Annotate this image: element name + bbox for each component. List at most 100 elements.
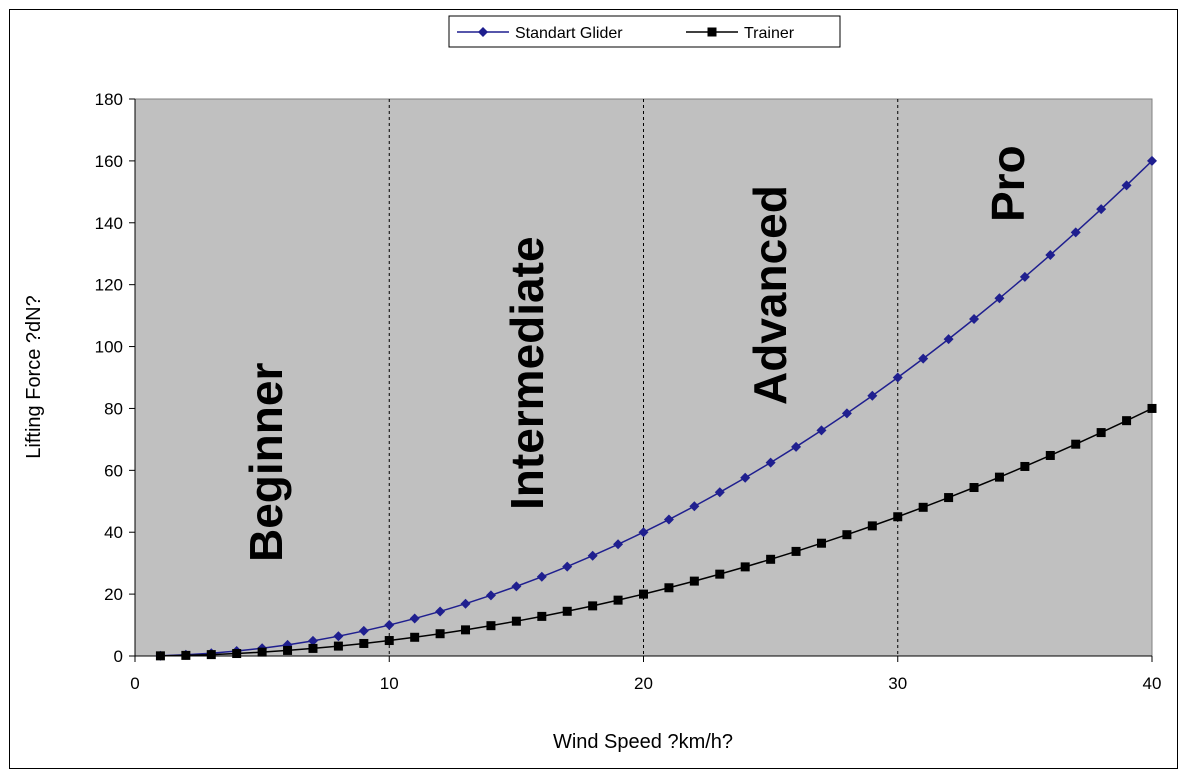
y-tick-label: 180 — [95, 90, 123, 109]
data-point — [816, 538, 826, 548]
data-point — [511, 616, 521, 626]
data-point — [410, 632, 420, 642]
data-point — [918, 353, 929, 364]
data-point — [308, 643, 318, 653]
data-point — [435, 629, 445, 639]
data-point — [689, 576, 699, 586]
data-point — [1045, 249, 1056, 260]
data-point — [791, 546, 801, 556]
data-point — [1071, 439, 1081, 449]
legend-marker — [707, 27, 717, 37]
data-point — [359, 638, 369, 648]
data-point — [689, 501, 700, 512]
data-point — [1019, 271, 1030, 282]
data-point — [841, 408, 852, 419]
y-axis-title: Lifting Force ?dN? — [23, 295, 45, 458]
y-tick-label: 120 — [95, 276, 123, 295]
data-point — [918, 502, 928, 512]
legend-box — [448, 15, 841, 48]
data-point — [1147, 155, 1157, 166]
data-point — [384, 620, 395, 631]
data-point — [486, 621, 496, 631]
y-tick-label: 20 — [104, 585, 123, 604]
data-point — [181, 650, 191, 660]
data-point — [664, 583, 674, 593]
y-tick-label: 60 — [104, 461, 123, 480]
data-point — [562, 561, 573, 572]
data-point — [994, 472, 1004, 482]
x-ticks: 0 10 20 30 40 — [130, 656, 1161, 693]
data-point — [384, 636, 394, 646]
data-point — [155, 651, 165, 661]
series-layer — [155, 155, 1157, 661]
series-line — [160, 160, 1153, 657]
data-point — [1045, 450, 1055, 460]
data-point — [867, 521, 877, 531]
data-point — [562, 606, 572, 616]
zone-label-intermediate: Intermediate — [501, 236, 553, 510]
data-point — [307, 635, 318, 646]
x-tick-label: 20 — [634, 674, 653, 693]
y-tick-label: 80 — [104, 399, 123, 418]
data-point — [1096, 204, 1107, 215]
data-point — [893, 512, 903, 522]
series-line — [160, 407, 1153, 657]
data-point — [485, 590, 496, 601]
y-ticks: 0 20 40 60 80 100 120 140 160 180 — [95, 90, 135, 666]
data-point — [460, 598, 471, 609]
series-trainer — [155, 403, 1157, 661]
zone-label-beginner: Beginner — [240, 363, 292, 562]
data-point — [1121, 180, 1132, 191]
x-tick-label: 10 — [380, 674, 399, 693]
y-tick-label: 0 — [114, 647, 123, 666]
data-point — [638, 527, 649, 538]
data-point — [588, 601, 598, 611]
data-point — [791, 441, 802, 452]
data-point — [765, 457, 776, 468]
data-point — [943, 334, 954, 345]
zone-label-advanced: Advanced — [744, 185, 796, 405]
data-point — [1020, 461, 1030, 471]
data-point — [715, 569, 725, 579]
legend: Standart Glider Trainer — [448, 15, 841, 48]
data-point — [892, 372, 903, 383]
data-point — [358, 625, 369, 636]
data-point — [969, 314, 980, 325]
data-point — [283, 645, 293, 655]
data-point — [613, 539, 624, 550]
y-tick-label: 140 — [95, 214, 123, 233]
data-point — [587, 550, 598, 561]
data-point — [435, 606, 446, 617]
zone-label-pro: Pro — [982, 145, 1034, 222]
legend-entry-standart-glider: Standart Glider — [457, 25, 623, 42]
data-point — [257, 647, 267, 657]
y-tick-label: 100 — [95, 338, 123, 357]
zone-labels: Beginner Intermediate Advanced Pro — [240, 145, 1034, 562]
data-point — [944, 493, 954, 503]
data-point — [740, 562, 750, 572]
y-tick-label: 160 — [95, 152, 123, 171]
data-point — [867, 390, 878, 401]
data-point — [461, 625, 471, 635]
data-point — [613, 595, 623, 605]
data-point — [333, 631, 344, 642]
data-point — [816, 425, 827, 436]
legend-entry-trainer: Trainer — [686, 25, 795, 42]
legend-label: Standart Glider — [515, 25, 623, 42]
data-point — [663, 514, 674, 525]
x-tick-label: 0 — [130, 674, 139, 693]
x-axis-title: Wind Speed ?km/h? — [553, 731, 733, 753]
data-point — [1122, 416, 1132, 426]
y-tick-label: 40 — [104, 523, 123, 542]
data-point — [232, 649, 242, 659]
data-point — [714, 487, 725, 498]
x-tick-label: 30 — [888, 674, 907, 693]
data-point — [537, 611, 547, 621]
legend-label: Trainer — [744, 25, 795, 42]
data-point — [766, 554, 776, 564]
data-point — [333, 641, 343, 651]
data-point — [1070, 227, 1081, 238]
data-point — [842, 530, 852, 540]
data-point — [206, 650, 216, 660]
